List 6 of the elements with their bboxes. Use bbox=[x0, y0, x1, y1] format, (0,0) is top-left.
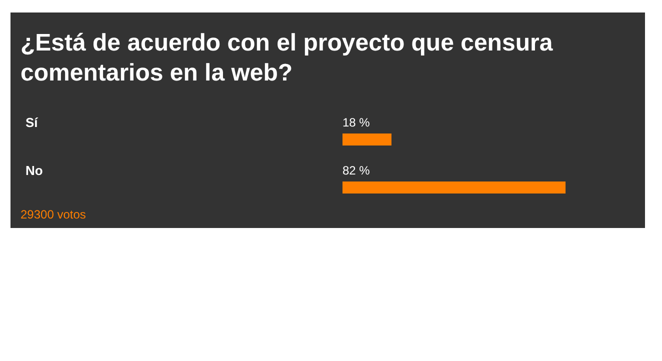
data-label: 18 % bbox=[342, 116, 370, 130]
y-tick-label: No bbox=[26, 163, 43, 178]
data-label: 82 % bbox=[342, 164, 370, 178]
chart-title: ¿Está de acuerdo con el proyecto que censura comentarios en la web? bbox=[20, 30, 554, 86]
text: 29300 votos bbox=[20, 208, 86, 222]
y-tick-label: Sí bbox=[26, 115, 38, 130]
